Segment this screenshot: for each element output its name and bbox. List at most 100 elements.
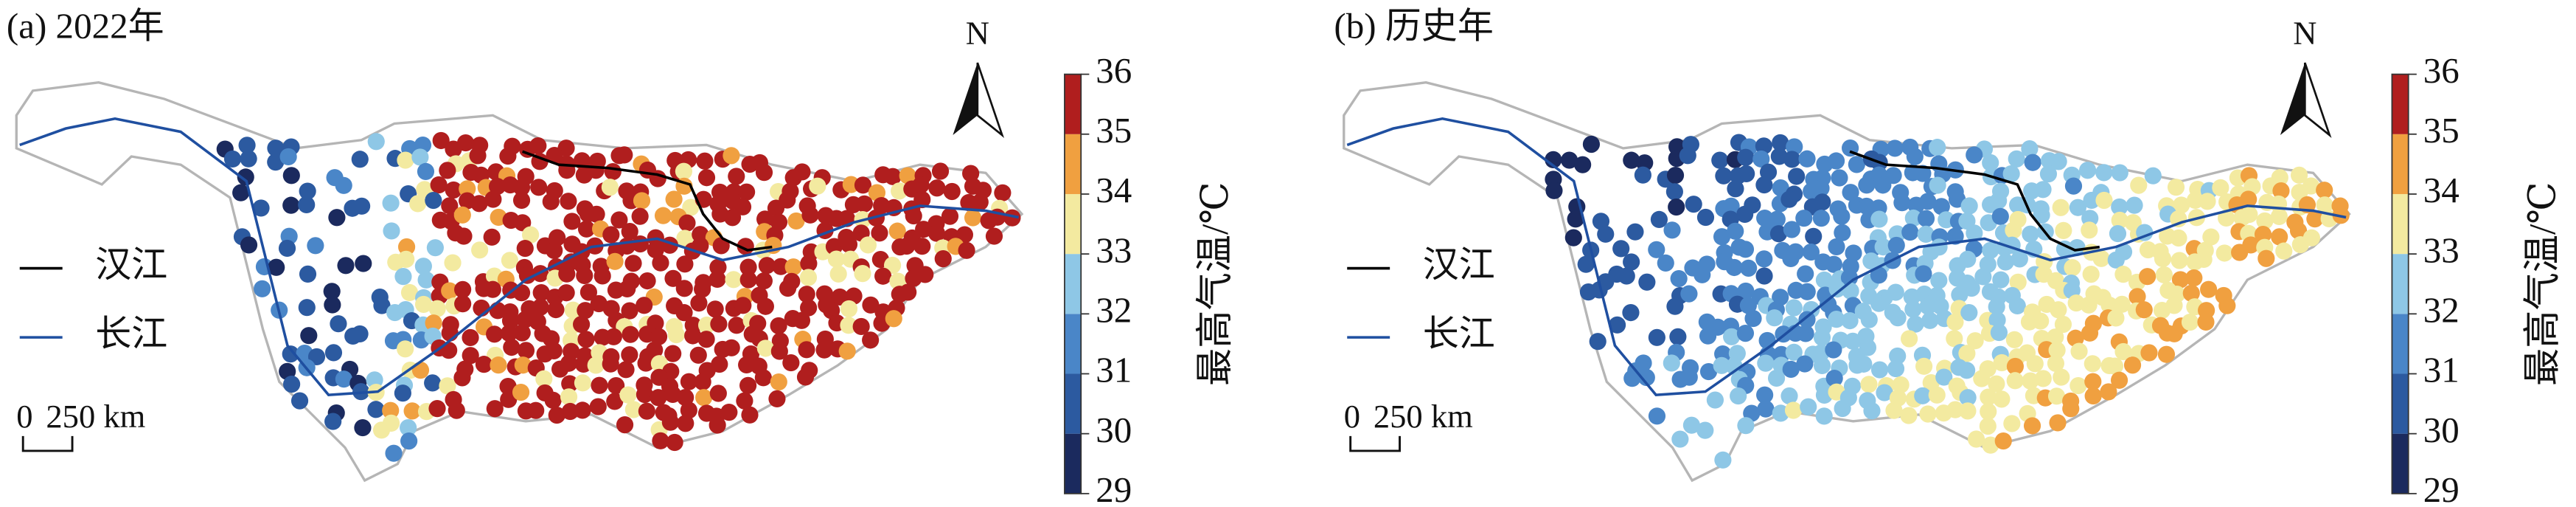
- station: [400, 283, 419, 301]
- station: [633, 192, 651, 210]
- station: [621, 346, 638, 364]
- station: [1874, 176, 1892, 194]
- station: [403, 402, 421, 420]
- station: [397, 250, 415, 268]
- station: [324, 296, 341, 314]
- station: [1755, 137, 1772, 155]
- station: [307, 348, 326, 366]
- scale-bar: [21, 435, 74, 452]
- station: [756, 210, 774, 228]
- station: [684, 327, 702, 345]
- scale-label: 250 km: [1374, 398, 1473, 435]
- station: [1834, 399, 1851, 418]
- station: [2100, 296, 2118, 314]
- station: [470, 195, 488, 213]
- station: [1780, 387, 1798, 405]
- station: [1577, 255, 1595, 273]
- station: [2114, 342, 2132, 361]
- station: [2154, 249, 2172, 268]
- station: [738, 356, 756, 374]
- station: [2022, 225, 2039, 243]
- station: [2135, 301, 2153, 319]
- station: [1798, 150, 1816, 168]
- station: [2254, 226, 2272, 244]
- station: [1623, 151, 1640, 169]
- station: [636, 385, 654, 404]
- station: [397, 151, 414, 169]
- colorbar-tick-label: 33: [1096, 230, 1132, 270]
- station: [2107, 309, 2125, 327]
- station: [1959, 389, 1977, 407]
- station: [254, 280, 271, 297]
- station: [397, 238, 416, 256]
- station: [868, 184, 886, 201]
- station: [934, 250, 952, 268]
- station: [1623, 253, 1640, 271]
- station: [1766, 309, 1783, 327]
- station: [561, 402, 579, 421]
- station: [809, 177, 826, 195]
- station: [1637, 368, 1655, 387]
- station: [2185, 269, 2203, 287]
- station: [1574, 156, 1592, 173]
- station: [574, 374, 592, 392]
- station: [689, 346, 707, 364]
- station: [739, 376, 757, 394]
- station: [799, 269, 818, 286]
- station: [462, 347, 479, 365]
- station: [490, 356, 507, 374]
- station: [1561, 151, 1578, 169]
- station: [2182, 284, 2200, 302]
- station: [1780, 190, 1798, 208]
- station: [383, 222, 400, 240]
- station: [2084, 355, 2101, 373]
- station: [682, 199, 700, 216]
- station: [2241, 206, 2258, 224]
- station: [2083, 191, 2100, 210]
- station: [631, 235, 649, 253]
- station: [1892, 376, 1910, 394]
- station: [2034, 370, 2052, 387]
- station: [366, 371, 383, 389]
- station: [2218, 297, 2236, 314]
- station: [1755, 250, 1773, 268]
- station: [770, 373, 787, 391]
- station: [2270, 207, 2288, 226]
- station: [1666, 167, 1685, 184]
- station: [1921, 311, 1939, 329]
- station: [354, 418, 372, 437]
- station: [800, 255, 818, 272]
- station: [1960, 197, 1978, 215]
- station: [619, 280, 636, 298]
- station: [441, 197, 459, 215]
- station: [1874, 238, 1892, 256]
- station: [1785, 299, 1803, 317]
- station: [324, 344, 343, 362]
- station: [1767, 369, 1786, 387]
- station: [1994, 432, 2012, 450]
- station: [1966, 224, 1983, 242]
- station: [1696, 421, 1714, 439]
- station: [2200, 280, 2218, 298]
- station: [299, 182, 316, 200]
- station: [441, 282, 459, 300]
- station: [1755, 176, 1773, 194]
- station: [2080, 296, 2098, 314]
- station: [1887, 236, 1905, 254]
- station: [532, 283, 550, 302]
- station: [710, 315, 728, 333]
- station: [941, 207, 959, 225]
- station: [503, 339, 521, 356]
- station: [232, 184, 250, 201]
- station: [738, 183, 756, 201]
- station: [711, 355, 728, 373]
- station: [1634, 166, 1651, 184]
- station: [638, 272, 656, 290]
- station: [2290, 166, 2308, 184]
- station: [279, 148, 297, 166]
- station: [512, 179, 531, 196]
- station: [621, 223, 638, 241]
- scale-start: 0: [1344, 398, 1360, 435]
- station: [2316, 182, 2333, 199]
- station: [367, 401, 385, 418]
